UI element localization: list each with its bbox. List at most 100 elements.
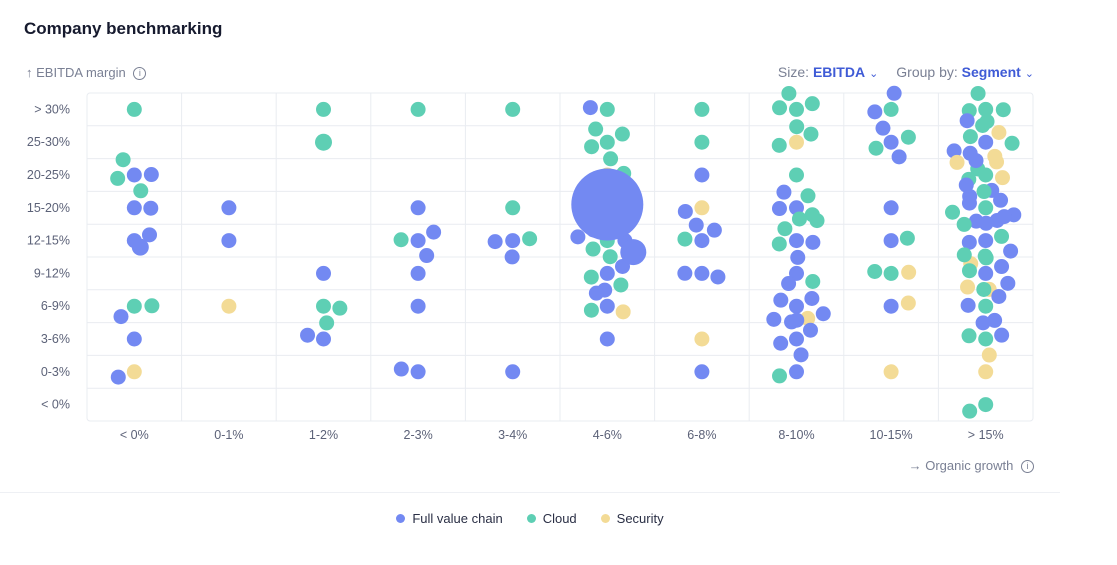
data-point <box>504 249 520 265</box>
data-point <box>143 200 159 216</box>
data-point <box>867 264 883 280</box>
data-point <box>968 153 984 169</box>
data-point <box>410 265 426 281</box>
data-point <box>789 298 804 314</box>
data-point <box>959 113 975 129</box>
divider <box>0 492 1060 493</box>
data-point <box>410 298 426 314</box>
data-point <box>599 134 615 150</box>
data-point <box>958 177 974 193</box>
data-point <box>976 281 992 297</box>
y-tick-label: < 0% <box>41 398 70 412</box>
data-point <box>694 101 710 117</box>
chevron-down-icon: ⌄ <box>1024 68 1034 80</box>
legend-label: Full value chain <box>412 511 503 526</box>
data-point <box>588 285 604 301</box>
data-point <box>994 170 1010 186</box>
data-point <box>960 279 976 295</box>
data-point <box>599 265 615 281</box>
data-point <box>410 233 426 249</box>
data-point <box>582 100 598 116</box>
info-icon[interactable]: i <box>133 67 147 80</box>
data-point <box>221 298 237 314</box>
data-point <box>961 328 977 344</box>
data-point <box>961 234 977 250</box>
data-point <box>987 312 1003 328</box>
x-tick-label: 6-8% <box>687 428 716 442</box>
data-point <box>113 309 129 325</box>
data-point <box>677 231 693 247</box>
data-point <box>710 269 726 285</box>
x-tick-label: > 15% <box>968 428 1004 442</box>
data-point <box>505 233 521 249</box>
info-icon[interactable]: i <box>1021 460 1034 473</box>
legend-item-cloud[interactable]: Cloud <box>526 511 577 526</box>
data-point <box>979 113 995 129</box>
data-point <box>771 201 787 217</box>
data-point <box>126 364 142 380</box>
arrow-up-icon: ↑ <box>26 65 33 80</box>
data-point <box>978 265 994 281</box>
data-point <box>771 137 787 153</box>
y-tick-label: 0-3% <box>41 365 70 379</box>
data-point <box>883 233 899 249</box>
data-point <box>976 184 992 200</box>
data-point <box>316 298 331 314</box>
data-point <box>599 298 615 314</box>
data-point <box>883 200 899 216</box>
data-point <box>393 232 409 248</box>
data-point <box>991 288 1007 304</box>
legend: Full value chain Cloud Security <box>0 511 1060 526</box>
data-point <box>978 101 994 117</box>
y-tick-label: 6-9% <box>41 299 70 313</box>
data-point <box>970 85 986 101</box>
data-point <box>110 170 126 186</box>
x-tick-label: < 0% <box>120 428 149 442</box>
y-tick-label: > 30% <box>34 102 70 116</box>
data-point <box>694 331 710 347</box>
data-point <box>805 234 821 250</box>
data-point <box>901 264 917 280</box>
data-point <box>804 291 820 307</box>
data-point <box>994 259 1010 275</box>
data-point <box>789 119 805 135</box>
data-point <box>583 269 599 285</box>
data-point <box>410 101 426 117</box>
data-point <box>522 231 538 247</box>
data-point <box>805 274 821 290</box>
data-point <box>615 304 631 320</box>
legend-item-security[interactable]: Security <box>600 511 664 526</box>
data-point <box>570 229 586 245</box>
x-tick-label: 2-3% <box>404 428 433 442</box>
data-point <box>694 364 710 380</box>
data-point <box>1003 243 1019 259</box>
data-point <box>694 233 710 249</box>
data-point <box>694 134 710 150</box>
data-point <box>426 224 442 240</box>
data-point <box>994 228 1010 244</box>
data-point <box>956 247 972 263</box>
data-point <box>960 297 976 313</box>
data-point <box>1000 275 1016 291</box>
data-point <box>505 101 521 117</box>
data-point <box>221 233 237 249</box>
legend-item-full-value-chain[interactable]: Full value chain <box>396 511 503 526</box>
data-point <box>789 331 804 347</box>
size-dropdown[interactable]: Size: EBITDA ⌄ <box>778 64 878 80</box>
data-point <box>773 335 789 351</box>
data-point <box>949 154 965 170</box>
x-axis-label-text: Organic growth <box>925 458 1014 473</box>
data-point <box>975 315 991 331</box>
y-tick-label: 20-25% <box>27 168 70 182</box>
x-tick-label: 3-4% <box>498 428 527 442</box>
data-point <box>316 331 331 347</box>
data-point <box>613 277 629 293</box>
data-point <box>772 368 788 384</box>
data-point <box>789 167 804 183</box>
data-point <box>875 120 891 136</box>
y-tick-label: 9-12% <box>34 266 70 280</box>
data-point <box>585 241 601 257</box>
data-point <box>993 192 1009 208</box>
data-point <box>410 200 426 216</box>
group-by-dropdown[interactable]: Group by: Segment ⌄ <box>896 64 1034 80</box>
